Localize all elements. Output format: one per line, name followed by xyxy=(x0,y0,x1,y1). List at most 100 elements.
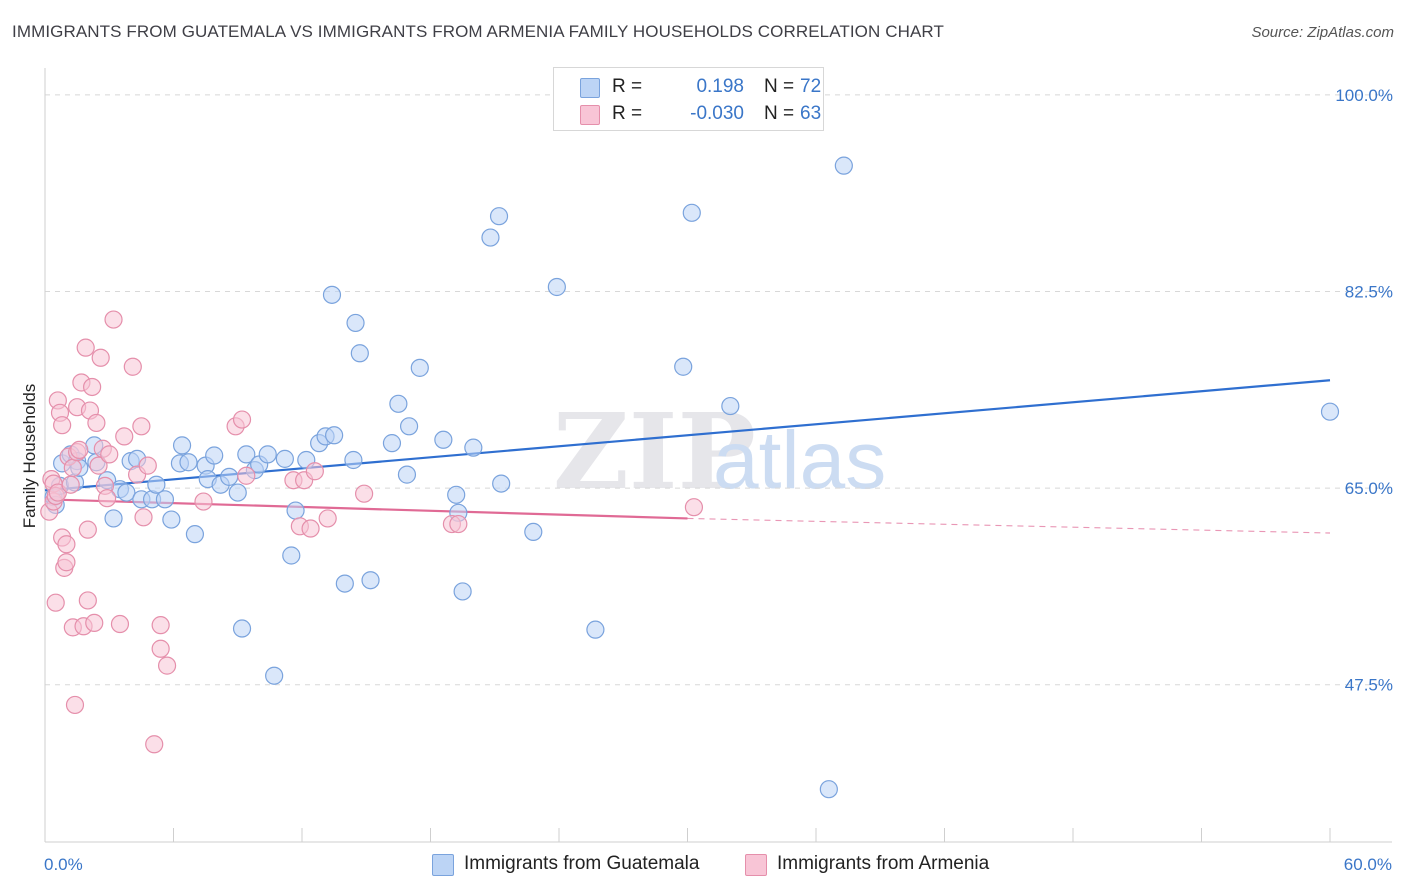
guatemala-point xyxy=(162,510,181,529)
guatemala-point xyxy=(117,483,136,502)
y-tick-label: 100.0% xyxy=(1335,86,1393,105)
y-tick-labels: 100.0% 82.5% 65.0% 47.5% xyxy=(1335,86,1393,695)
guatemala-point xyxy=(721,396,740,416)
armenia-point xyxy=(104,310,123,329)
guatemala-point xyxy=(179,453,198,472)
watermark: ZIP atlas xyxy=(553,390,886,513)
guatemala-point xyxy=(258,445,277,464)
armenia-point xyxy=(132,417,151,436)
guatemala-point xyxy=(674,357,693,376)
guatemala-point xyxy=(104,509,123,528)
armenia-point xyxy=(318,509,337,528)
guatemala-point xyxy=(172,436,192,455)
armenia-legend-swatch xyxy=(745,854,767,876)
guatemala-point xyxy=(282,546,301,565)
guatemala-swatch xyxy=(580,78,600,98)
guatemala-point xyxy=(834,156,853,175)
guatemala-point xyxy=(547,277,566,297)
armenia-point xyxy=(63,458,82,477)
armenia-point xyxy=(123,357,142,376)
guatemala-point xyxy=(1320,402,1340,421)
n-value: 72 xyxy=(800,76,822,97)
guatemala-point xyxy=(464,438,483,457)
r-label: R = xyxy=(612,76,643,97)
armenia-point xyxy=(151,639,170,658)
armenia-point xyxy=(83,377,102,397)
guatemala-point xyxy=(382,434,402,453)
y-tick-label: 47.5% xyxy=(1345,676,1393,695)
guatemala-point xyxy=(524,522,543,542)
y-tick-label: 65.0% xyxy=(1345,479,1393,498)
guatemala-point xyxy=(350,344,369,363)
armenia-point xyxy=(157,656,177,675)
guatemala-point xyxy=(232,619,252,638)
n-value: 63 xyxy=(800,103,822,124)
x-tick-labels: 0.0% 60.0% xyxy=(44,855,1392,874)
armenia-point xyxy=(232,410,252,429)
armenia-point xyxy=(89,456,108,475)
guatemala-point xyxy=(399,417,419,436)
guatemala-point xyxy=(682,203,701,222)
guatemala-point xyxy=(361,571,380,590)
armenia-point xyxy=(301,519,320,538)
armenia-point xyxy=(100,445,119,464)
guatemala-point xyxy=(447,485,466,504)
guatemala-point xyxy=(492,474,511,493)
guatemala-point xyxy=(286,501,305,520)
armenia-point xyxy=(61,475,80,494)
armenia-point xyxy=(194,492,213,511)
guatemala-point xyxy=(237,445,256,464)
armenia-point xyxy=(87,413,106,433)
guatemala-point xyxy=(481,228,500,247)
guatemala-point xyxy=(819,780,838,799)
armenia-point xyxy=(449,514,468,534)
armenia-point xyxy=(46,593,65,612)
armenia-point xyxy=(57,535,76,554)
guatemala-point xyxy=(453,582,472,601)
data-points xyxy=(40,156,1340,799)
guatemala-point xyxy=(335,574,354,593)
correlation-legend: R = 0.198 N = 72 R = -0.030 N = 63 xyxy=(553,67,824,131)
guatemala-point xyxy=(265,666,284,685)
guatemala-point xyxy=(228,483,247,502)
armenia-point xyxy=(98,489,117,508)
armenia-point xyxy=(70,440,89,459)
n-label: N = xyxy=(764,76,795,97)
r-value: 0.198 xyxy=(696,76,744,97)
guatemala-point xyxy=(205,446,224,465)
armenia-point xyxy=(91,348,110,367)
armenia-point xyxy=(57,553,76,572)
armenia-swatch xyxy=(580,105,600,125)
r-value: -0.030 xyxy=(690,103,744,124)
armenia-point xyxy=(65,695,85,715)
armenia-point xyxy=(138,456,157,475)
x-tick-label: 0.0% xyxy=(44,855,83,874)
guatemala-legend-swatch xyxy=(432,854,454,876)
guatemala-point xyxy=(155,490,175,509)
source-label: Source: ZipAtlas.com xyxy=(1251,24,1394,41)
armenia-point xyxy=(145,735,164,754)
armenia-point xyxy=(115,427,134,446)
armenia-point xyxy=(134,508,153,527)
armenia-point xyxy=(305,462,324,481)
watermark-atlas: atlas xyxy=(713,415,886,506)
guatemala-point xyxy=(147,475,166,494)
guatemala-point xyxy=(220,467,239,486)
x-tick-label: 60.0% xyxy=(1344,855,1392,874)
armenia-point xyxy=(355,484,374,503)
armenia-point xyxy=(76,338,95,357)
guatemala-point xyxy=(397,465,417,484)
armenia-point xyxy=(110,614,130,634)
guatemala-point xyxy=(586,620,605,639)
r-label: R = xyxy=(612,103,643,124)
guatemala-point xyxy=(346,313,365,333)
guatemala-point xyxy=(185,525,205,544)
armenia-point xyxy=(237,466,256,485)
armenia-point xyxy=(78,591,97,610)
armenia-point xyxy=(78,520,97,539)
armenia-trend-extension xyxy=(687,517,1331,534)
guatemala-point xyxy=(410,358,429,377)
guatemala-point xyxy=(389,394,408,413)
guatemala-point xyxy=(344,450,363,470)
armenia-point xyxy=(85,613,104,633)
